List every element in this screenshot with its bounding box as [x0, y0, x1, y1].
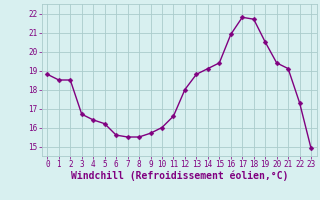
- X-axis label: Windchill (Refroidissement éolien,°C): Windchill (Refroidissement éolien,°C): [70, 171, 288, 181]
